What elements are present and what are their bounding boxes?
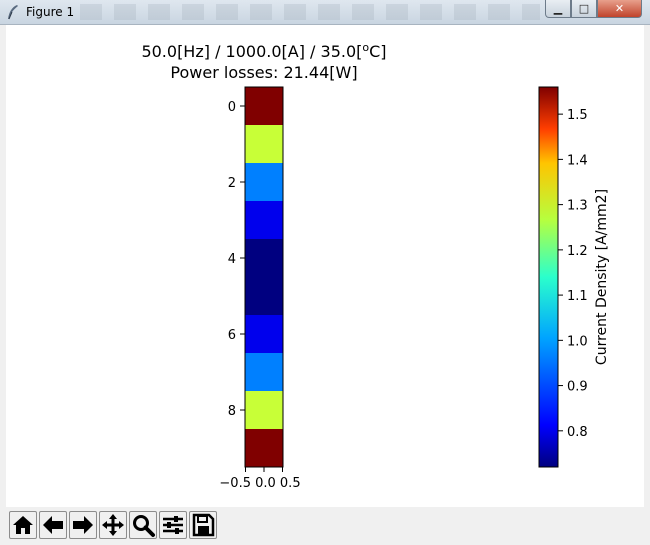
colorbar-tick-label: 0.8 xyxy=(567,425,588,440)
y-axis: 0 2 4 6 8 xyxy=(228,100,245,419)
move-icon xyxy=(102,514,124,536)
close-button[interactable]: ✕ xyxy=(597,0,642,18)
plot-title-line2: Power losses: 21.44[W] xyxy=(170,63,357,82)
navigation-toolbar xyxy=(6,508,644,542)
heatmap-cell xyxy=(245,315,283,354)
heatmap xyxy=(245,87,283,468)
minimize-button[interactable]: ▁ xyxy=(545,0,571,18)
background-window-blur xyxy=(80,4,540,20)
colorbar-label: Current Density [A/mm2] xyxy=(594,189,610,365)
x-tick-labels: −0.5 0.0 0.5 xyxy=(219,476,300,491)
x-axis: −0.5 0.0 0.5 xyxy=(219,467,301,491)
heatmap-cell xyxy=(245,277,283,316)
y-tick-label: 6 xyxy=(228,328,236,343)
home-icon xyxy=(13,516,33,534)
feather-icon xyxy=(8,5,18,20)
colorbar-tick-label: 1.3 xyxy=(567,199,588,214)
colorbar-tick-label: 1.2 xyxy=(567,244,588,259)
magnifier-icon xyxy=(133,515,155,537)
sliders-icon xyxy=(163,516,183,534)
floppy-icon xyxy=(192,513,215,537)
heatmap-cell xyxy=(245,87,283,126)
y-tick-label: 4 xyxy=(228,252,236,267)
colorbar xyxy=(538,86,559,468)
colorbar-tick-label: 0.9 xyxy=(567,380,588,395)
forward-button[interactable] xyxy=(69,511,97,539)
title-bar[interactable]: Figure 1 ▁ □ ✕ xyxy=(0,0,650,25)
heatmap-cell xyxy=(245,163,283,202)
heatmap-cell xyxy=(245,239,283,278)
colorbar-tick-label: 1.0 xyxy=(567,334,588,349)
y-tick-label: 2 xyxy=(228,176,236,191)
heatmap-cell xyxy=(245,353,283,392)
home-button[interactable] xyxy=(9,511,37,539)
plot-svg: 50.0[Hz] / 1000.0[A] / 35.0[oC] Power lo… xyxy=(141,41,610,491)
colorbar-tick-label: 1.5 xyxy=(567,108,588,123)
back-button[interactable] xyxy=(39,511,67,539)
save-button[interactable] xyxy=(189,511,217,539)
heatmap-cell xyxy=(245,201,283,240)
zoom-button[interactable] xyxy=(129,511,157,539)
heatmap-cell xyxy=(245,125,283,164)
heatmap-cell xyxy=(245,429,283,468)
y-tick-label: 0 xyxy=(228,100,236,115)
configure-subplots-button[interactable] xyxy=(159,511,187,539)
colorbar-tick-label: 1.1 xyxy=(567,289,588,304)
arrow-left-icon xyxy=(43,516,63,534)
maximize-button[interactable]: □ xyxy=(571,0,597,18)
plot-title-line1: 50.0[Hz] / 1000.0[A] / 35.0[oC] xyxy=(141,41,386,61)
colorbar-tick-label: 1.4 xyxy=(567,153,588,168)
colorbar-ticks: 1.5 1.4 1.3 1.2 1.1 1.0 0.9 0.8 xyxy=(558,108,588,440)
figure-canvas[interactable]: 50.0[Hz] / 1000.0[A] / 35.0[oC] Power lo… xyxy=(6,25,644,507)
y-tick-label: 8 xyxy=(228,404,236,419)
pan-button[interactable] xyxy=(99,511,127,539)
window-title: Figure 1 xyxy=(26,5,75,19)
arrow-right-icon xyxy=(73,516,93,534)
heatmap-cell xyxy=(245,391,283,430)
